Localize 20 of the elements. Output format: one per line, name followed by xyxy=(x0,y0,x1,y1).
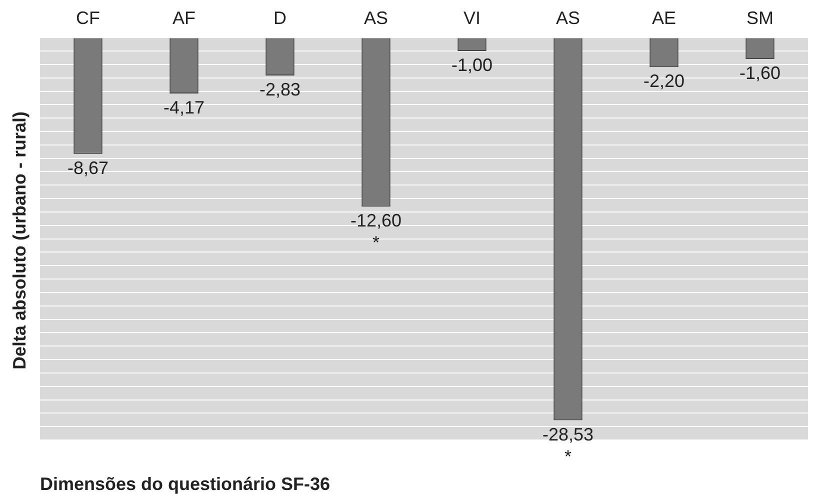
x-tick-label: AE xyxy=(652,8,676,28)
data-label: -4,17 xyxy=(163,98,205,118)
x-tick-label: VI xyxy=(463,8,481,28)
x-tick-label: D xyxy=(274,8,286,28)
data-label: -1,60 xyxy=(739,63,781,84)
annotation: * xyxy=(564,446,572,466)
x-tick-label: AF xyxy=(172,8,196,28)
x-tick-label: CF xyxy=(76,8,100,28)
annotation: * xyxy=(372,232,380,253)
data-label: -12,60 xyxy=(350,210,402,231)
x-axis-title: Dimensões do questionário SF-36 xyxy=(40,474,330,495)
data-label: -28,53 xyxy=(542,424,594,444)
data-label: -8,67 xyxy=(67,158,109,178)
data-label: -1,00 xyxy=(451,54,493,75)
data-label: -2,20 xyxy=(643,71,685,92)
x-tick-label: AS xyxy=(364,8,388,28)
x-tick-label: AS xyxy=(556,8,580,28)
y-axis-title: Delta absoluto (urbano - rural) xyxy=(10,110,30,372)
x-tick-label: SM xyxy=(746,8,774,28)
data-label: -2,83 xyxy=(259,80,301,100)
